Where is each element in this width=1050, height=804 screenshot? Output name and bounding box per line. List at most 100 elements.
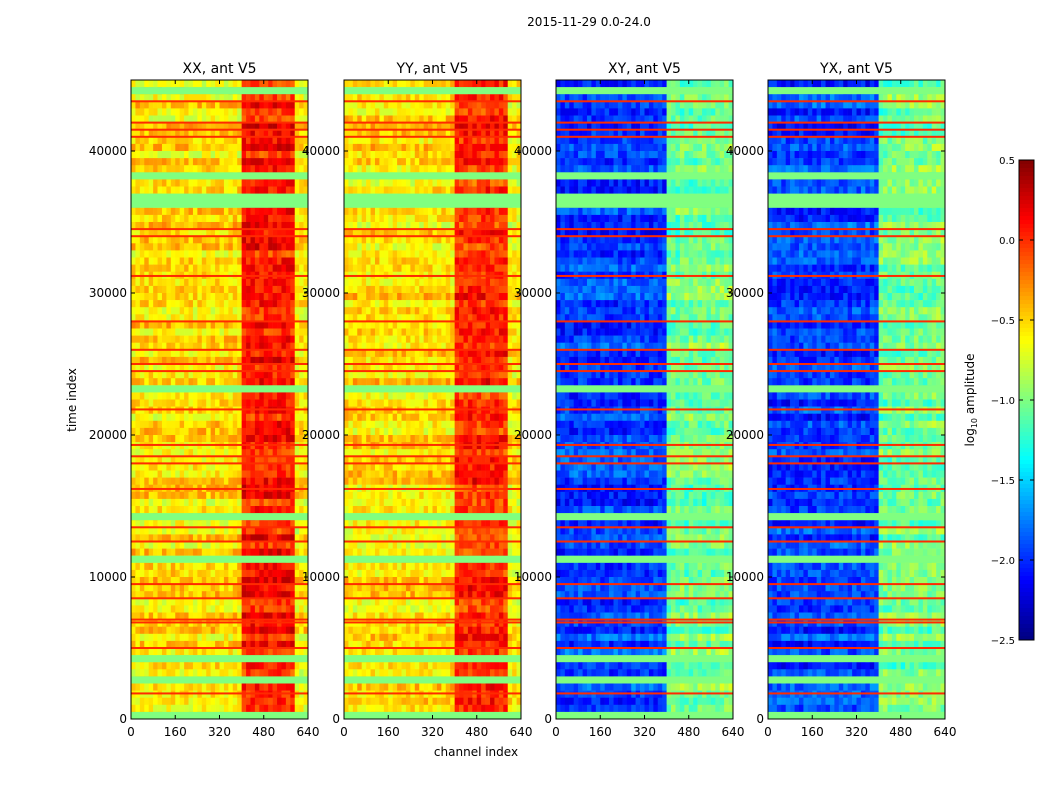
heatmap-cell bbox=[273, 258, 278, 265]
heatmap-cell bbox=[140, 478, 145, 485]
heatmap-cell bbox=[135, 527, 140, 534]
heatmap-cell bbox=[135, 293, 140, 300]
heatmap-cell bbox=[250, 463, 255, 470]
heatmap-cell bbox=[242, 392, 247, 399]
heatmap-cell bbox=[255, 648, 260, 655]
heatmap-cell bbox=[362, 215, 367, 222]
heatmap-cell bbox=[281, 215, 286, 222]
heatmap-cell bbox=[153, 414, 158, 421]
heatmap-cell bbox=[450, 286, 455, 293]
heatmap-cell bbox=[166, 101, 171, 108]
heatmap-cell bbox=[468, 307, 473, 314]
heatmap-cell bbox=[237, 584, 242, 591]
heatmap-cell bbox=[353, 279, 358, 286]
heatmap-cell bbox=[259, 378, 264, 385]
heatmap-cell bbox=[228, 151, 233, 158]
heatmap-cell bbox=[246, 300, 251, 307]
heatmap-cell bbox=[220, 400, 225, 407]
heatmap-cell bbox=[171, 243, 176, 250]
heatmap-cell bbox=[348, 144, 353, 151]
heatmap-cell bbox=[149, 236, 154, 243]
heatmap-cell bbox=[362, 265, 367, 272]
heatmap-cell bbox=[433, 300, 438, 307]
heatmap-cell bbox=[144, 137, 149, 144]
heatmap-cell bbox=[189, 428, 194, 435]
heatmap-cell bbox=[224, 705, 229, 712]
heatmap-cell bbox=[224, 350, 229, 357]
heatmap-cell bbox=[472, 158, 477, 165]
heatmap-cell bbox=[197, 492, 202, 499]
heatmap-cell bbox=[348, 165, 353, 172]
heatmap-cell bbox=[371, 279, 376, 286]
heatmap-cell bbox=[353, 80, 358, 87]
heatmap-cell bbox=[246, 179, 251, 186]
heatmap-cell bbox=[468, 279, 473, 286]
heatmap-cell bbox=[140, 378, 145, 385]
heatmap-cell bbox=[237, 421, 242, 428]
heatmap-cell bbox=[362, 165, 367, 172]
heatmap-cell bbox=[277, 286, 282, 293]
heatmap-cell bbox=[224, 336, 229, 343]
heatmap-cell bbox=[175, 698, 180, 705]
heatmap-cell bbox=[486, 250, 491, 257]
heatmap-cell bbox=[299, 378, 304, 385]
heatmap-cell bbox=[353, 187, 358, 194]
heatmap-cell bbox=[149, 101, 154, 108]
heatmap-cell bbox=[206, 279, 211, 286]
heatmap-cell bbox=[233, 108, 238, 115]
heatmap-cell bbox=[202, 329, 207, 336]
heatmap-cell bbox=[211, 684, 216, 691]
heatmap-cell bbox=[490, 80, 495, 87]
heatmap-cell bbox=[237, 350, 242, 357]
heatmap-cell bbox=[246, 80, 251, 87]
heatmap-cell bbox=[481, 179, 486, 186]
heatmap-cell bbox=[508, 108, 513, 115]
heatmap-cell bbox=[246, 208, 251, 215]
heatmap-cell bbox=[202, 258, 207, 265]
heatmap-cell bbox=[402, 80, 407, 87]
heatmap-cell bbox=[193, 307, 198, 314]
heatmap-cell bbox=[379, 279, 384, 286]
heatmap-cell bbox=[237, 329, 242, 336]
heatmap-cell bbox=[224, 499, 229, 506]
heatmap-cell bbox=[379, 165, 384, 172]
heatmap-cell bbox=[286, 243, 291, 250]
heatmap-cell bbox=[197, 684, 202, 691]
heatmap-cell bbox=[131, 428, 136, 435]
heatmap-cell bbox=[286, 208, 291, 215]
heatmap-cell bbox=[237, 165, 242, 172]
heatmap-cell bbox=[140, 542, 145, 549]
heatmap-cell bbox=[264, 428, 269, 435]
heatmap-cell bbox=[273, 137, 278, 144]
heatmap-cell bbox=[277, 144, 282, 151]
heatmap-cell bbox=[388, 179, 393, 186]
heatmap-cell bbox=[189, 669, 194, 676]
heatmap-cell bbox=[135, 506, 140, 513]
heatmap-cell bbox=[508, 187, 513, 194]
heatmap-cell bbox=[220, 215, 225, 222]
heatmap-cell bbox=[402, 165, 407, 172]
heatmap-cell bbox=[295, 293, 300, 300]
heatmap-cell bbox=[290, 300, 295, 307]
heatmap-cell bbox=[135, 300, 140, 307]
heatmap-cell bbox=[246, 662, 251, 669]
heatmap-cell bbox=[419, 258, 424, 265]
heatmap-cell bbox=[490, 265, 495, 272]
heatmap-cell bbox=[140, 187, 145, 194]
heatmap-cell bbox=[242, 265, 247, 272]
heatmap-cell bbox=[180, 669, 185, 676]
heatmap-cell bbox=[477, 208, 482, 215]
heatmap-cell bbox=[237, 542, 242, 549]
heatmap-cell bbox=[393, 158, 398, 165]
heatmap-cell bbox=[344, 265, 349, 272]
heatmap-cell bbox=[233, 300, 238, 307]
heatmap-cell bbox=[477, 265, 482, 272]
heatmap-cell bbox=[362, 279, 367, 286]
heatmap-cell bbox=[237, 236, 242, 243]
heatmap-cell bbox=[268, 187, 273, 194]
heatmap-cell bbox=[402, 286, 407, 293]
heatmap-cell bbox=[468, 108, 473, 115]
heatmap-cell bbox=[273, 208, 278, 215]
heatmap-cell bbox=[357, 250, 362, 257]
heatmap-cell bbox=[477, 300, 482, 307]
